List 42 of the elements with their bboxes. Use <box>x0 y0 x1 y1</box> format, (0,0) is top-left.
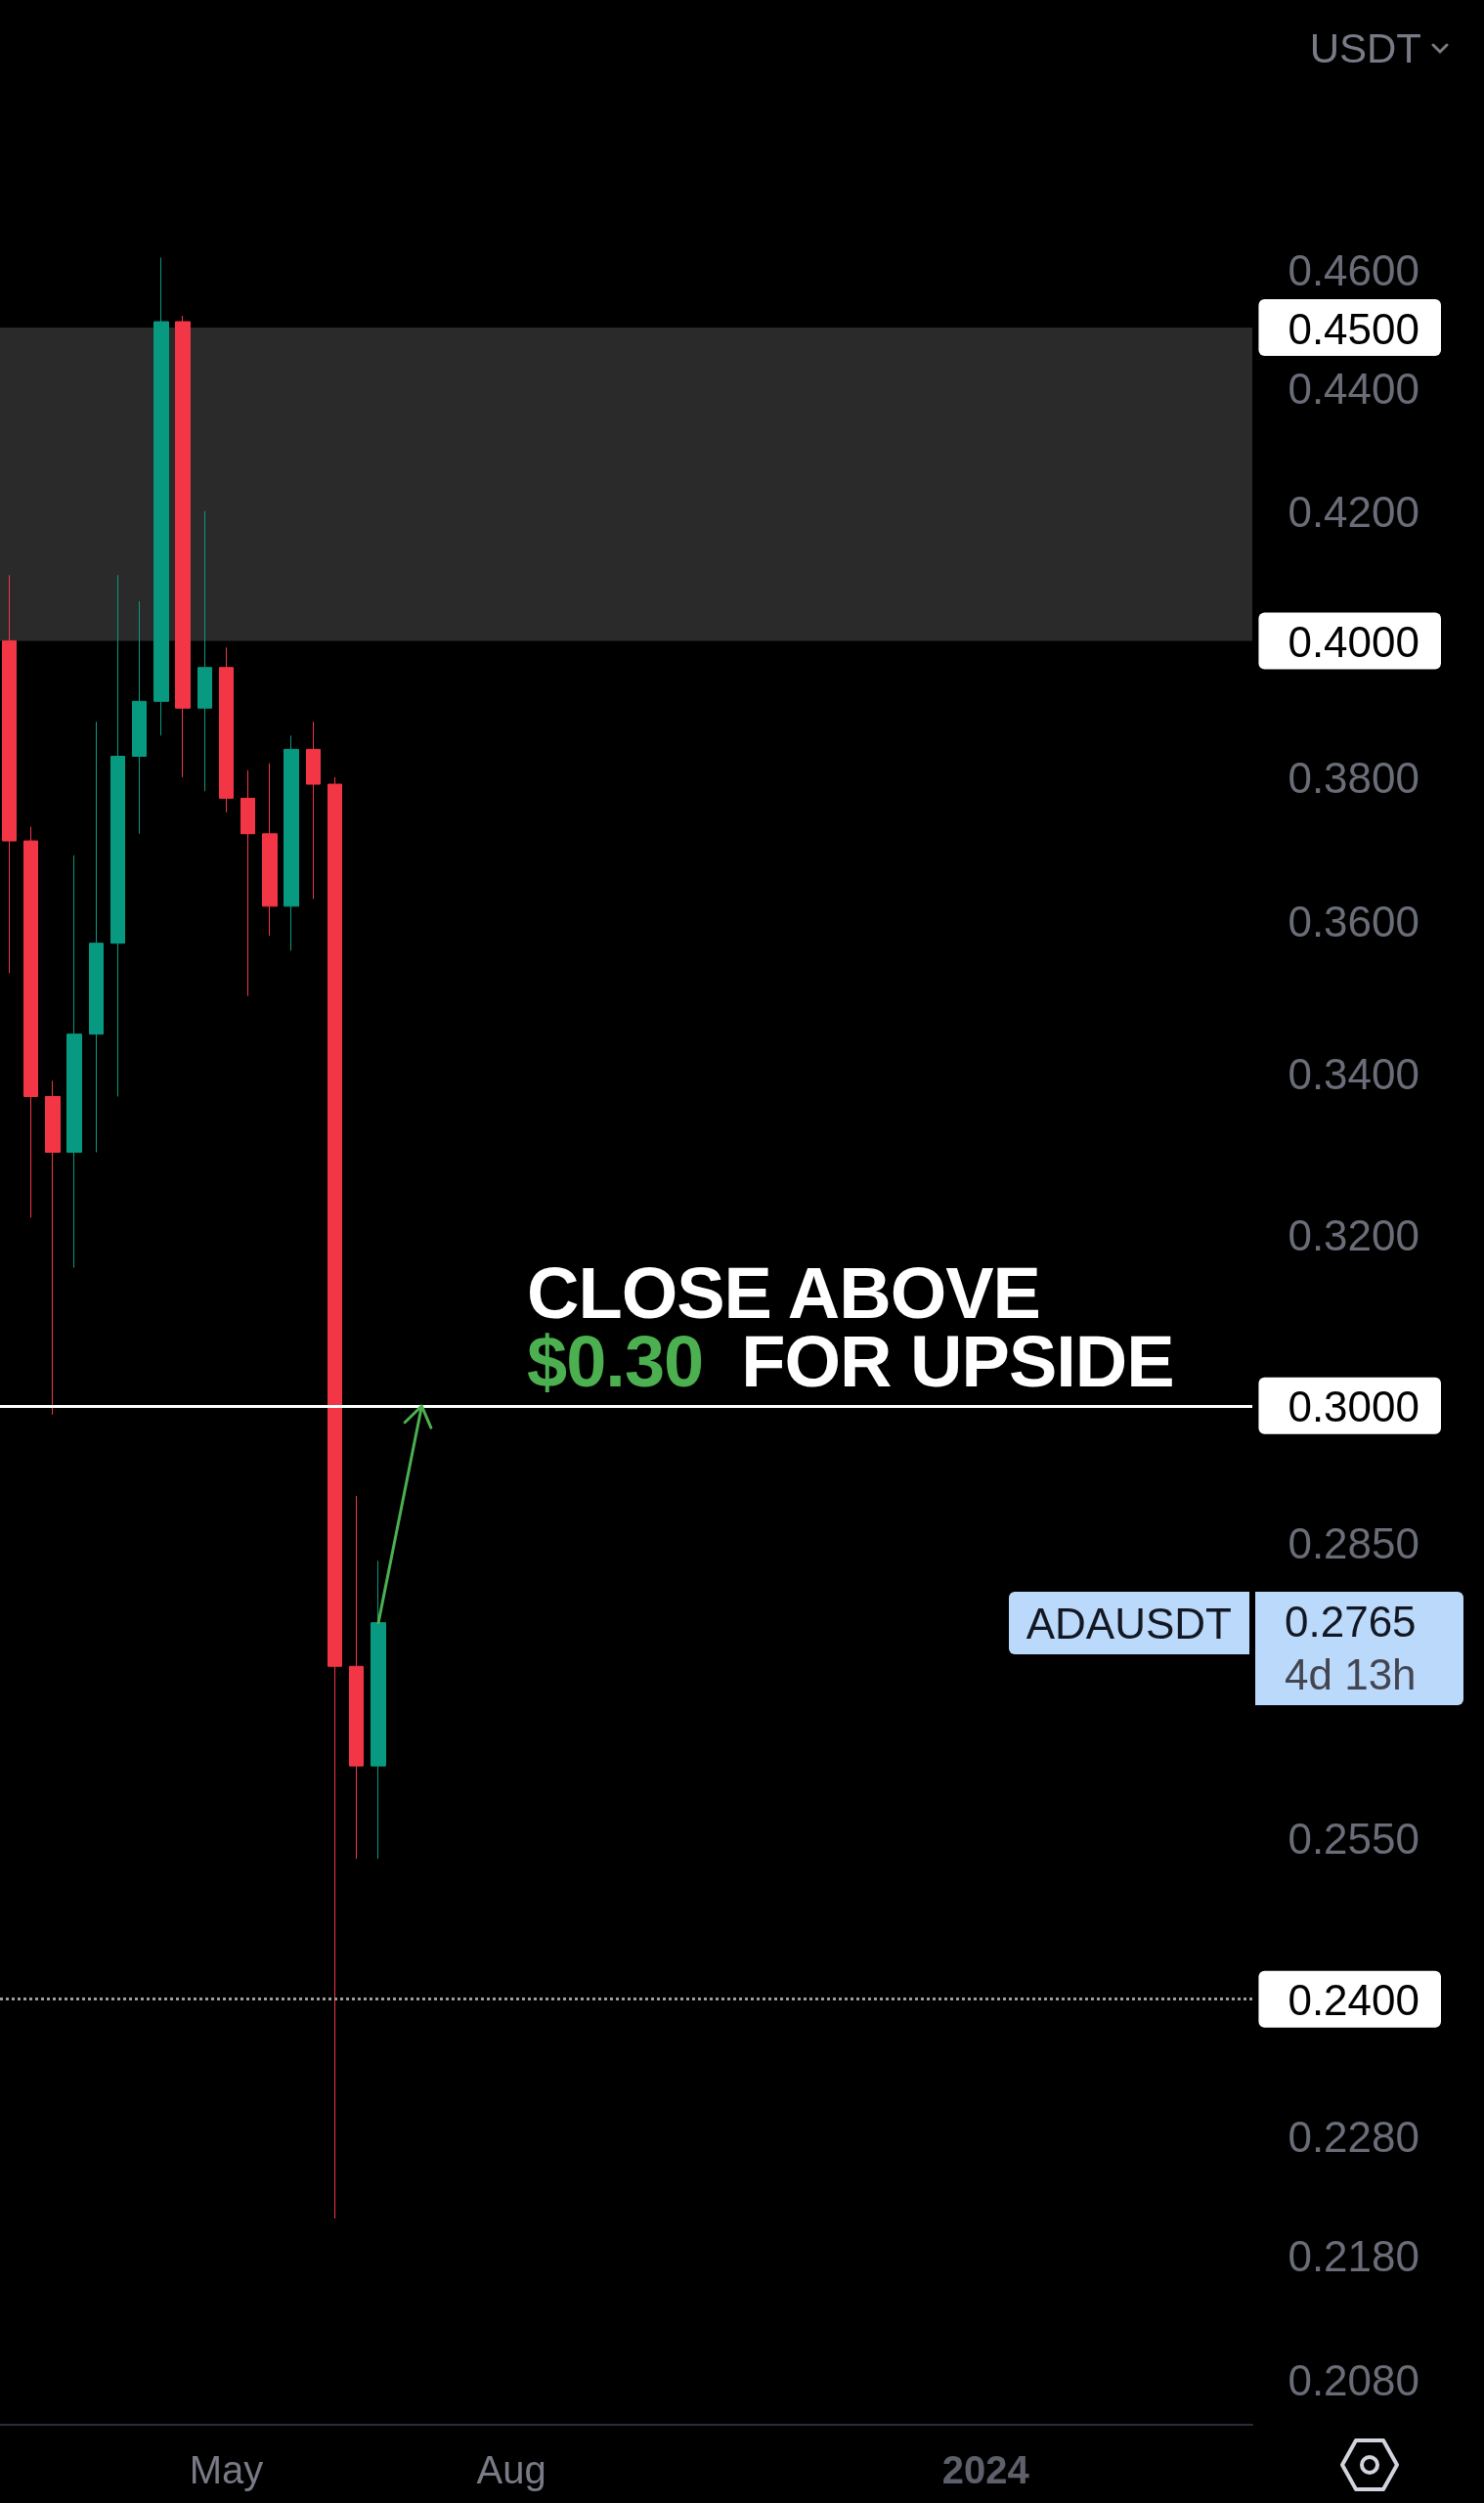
x-tick-label: 2024 <box>941 2448 1030 2491</box>
y-tick-label: 0.4000 <box>1288 617 1419 666</box>
candlestick <box>284 734 299 951</box>
y-tick-label: 0.4200 <box>1288 488 1419 537</box>
candlestick <box>219 646 234 813</box>
candlestick <box>153 256 169 736</box>
y-tick-label: 0.4500 <box>1288 304 1419 353</box>
y-tick-label: 0.2080 <box>1288 2356 1419 2405</box>
candlestick <box>23 825 38 1218</box>
annotation: ADAUSDT <box>1008 1591 1249 1654</box>
candlestick <box>175 315 191 778</box>
y-tick-label: 0.2180 <box>1288 2231 1419 2280</box>
y-tick-label: 0.3800 <box>1288 754 1419 803</box>
x-tick-label: May <box>189 2448 264 2491</box>
candlestick <box>240 769 255 997</box>
candlestick <box>2 574 17 974</box>
x-tick-label: Aug <box>476 2448 546 2491</box>
candlestick <box>89 721 104 1154</box>
candlestick <box>349 1495 364 1860</box>
candlestick <box>110 574 125 1097</box>
y-tick-label: 0.4600 <box>1288 245 1419 294</box>
candlestick <box>327 776 342 2219</box>
y-tick-label: 0.2850 <box>1288 1518 1419 1567</box>
y-tick-label: 0.2550 <box>1288 1815 1419 1864</box>
y-tick-label: 0.4400 <box>1288 364 1419 413</box>
candlestick <box>262 763 278 937</box>
y-tick-label: 0.3400 <box>1288 1049 1419 1098</box>
y-tick-label: 0.2400 <box>1288 1976 1419 2025</box>
y-tick-label: 0.2280 <box>1288 2112 1419 2161</box>
annotation: CLOSE ABOVE $0.30 FOR UPSIDE <box>527 1252 1174 1402</box>
candlestick <box>45 1079 61 1416</box>
candlestick <box>66 855 82 1268</box>
y-axis-title: USDT <box>1309 25 1421 72</box>
candlestick <box>306 721 321 900</box>
candlestick <box>371 1559 386 1860</box>
candlestick <box>197 510 212 792</box>
text: 4d 13h <box>1284 1648 1418 1700</box>
y-tick-label: 0.3200 <box>1288 1210 1419 1259</box>
y-tick-label: 0.3000 <box>1288 1383 1419 1431</box>
y-tick-label: 0.3600 <box>1288 898 1419 946</box>
text: 0.2765 <box>1284 1596 1418 1647</box>
candlestick <box>132 600 147 835</box>
